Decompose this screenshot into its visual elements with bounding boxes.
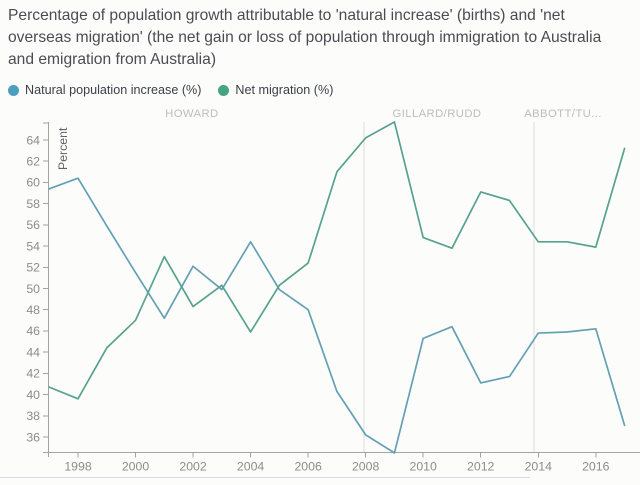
y-tick-label: 38	[26, 409, 40, 423]
y-axis: 36 38 40 42 44 46 48 50 52 54 56 58 60 62 64 Percent	[26, 122, 70, 444]
series	[48, 121, 626, 454]
y-tick-label: 48	[26, 303, 40, 317]
era-dividers	[363, 122, 535, 453]
x-tick-label: 2014	[525, 460, 553, 474]
x-tick-label: 2008	[352, 460, 380, 474]
y-tick-label: 50	[26, 282, 40, 296]
y-tick-label: 52	[26, 261, 40, 275]
y-tick-label: 42	[26, 367, 40, 381]
legend-swatch-natural-increase	[8, 84, 19, 96]
x-tick-label: 2006	[294, 460, 322, 474]
y-tick-label: 36	[26, 430, 40, 444]
net_migration-line[interactable]	[48, 121, 626, 400]
y-tick-label: 44	[26, 345, 40, 359]
y-tick-label: 56	[26, 218, 40, 232]
era-label: ABBOTT/TU...	[524, 108, 602, 120]
legend-item-natural-increase: Natural population increase (%)	[8, 83, 201, 97]
chart-title: Percentage of population growth attribut…	[8, 7, 602, 68]
x-tick-label: 2010	[410, 460, 438, 474]
era-label: HOWARD	[165, 108, 218, 120]
x-tick-label: 1998	[64, 460, 92, 474]
legend-label-net-migration: Net migration (%)	[235, 83, 334, 97]
y-tick-label: 64	[26, 133, 40, 147]
y-tick-label: 60	[26, 176, 40, 190]
y-tick-label: 40	[26, 388, 40, 402]
x-axis: 1998 2000 2002 2004 2006 2008 2010 2012 2014 2016	[64, 452, 610, 474]
x-tick-label: 2004	[237, 460, 265, 474]
y-tick-label: 58	[26, 197, 40, 211]
x-tick-label: 2016	[582, 460, 610, 474]
x-tick-label: 2002	[179, 460, 207, 474]
era-labels: HOWARD GILLARD/RUDD ABBOTT/TU...	[165, 108, 602, 120]
era-label: GILLARD/RUDD	[393, 108, 482, 120]
y-tick-label: 46	[26, 324, 40, 338]
y-tick-label: 62	[26, 155, 40, 169]
legend-swatch-net-migration	[218, 84, 230, 96]
y-tick-label: 54	[26, 239, 40, 253]
x-tick-label: 2012	[467, 460, 495, 474]
x-tick-label: 2000	[122, 460, 150, 474]
y-axis-title: Percent	[56, 127, 70, 170]
chart-legend: Natural population increase (%) Net migr…	[8, 83, 333, 97]
legend-label-natural-increase: Natural population increase (%)	[25, 83, 202, 97]
natural_increase-line[interactable]	[48, 177, 626, 454]
axes	[43, 122, 640, 457]
legend-item-net-migration: Net migration (%)	[218, 83, 333, 97]
